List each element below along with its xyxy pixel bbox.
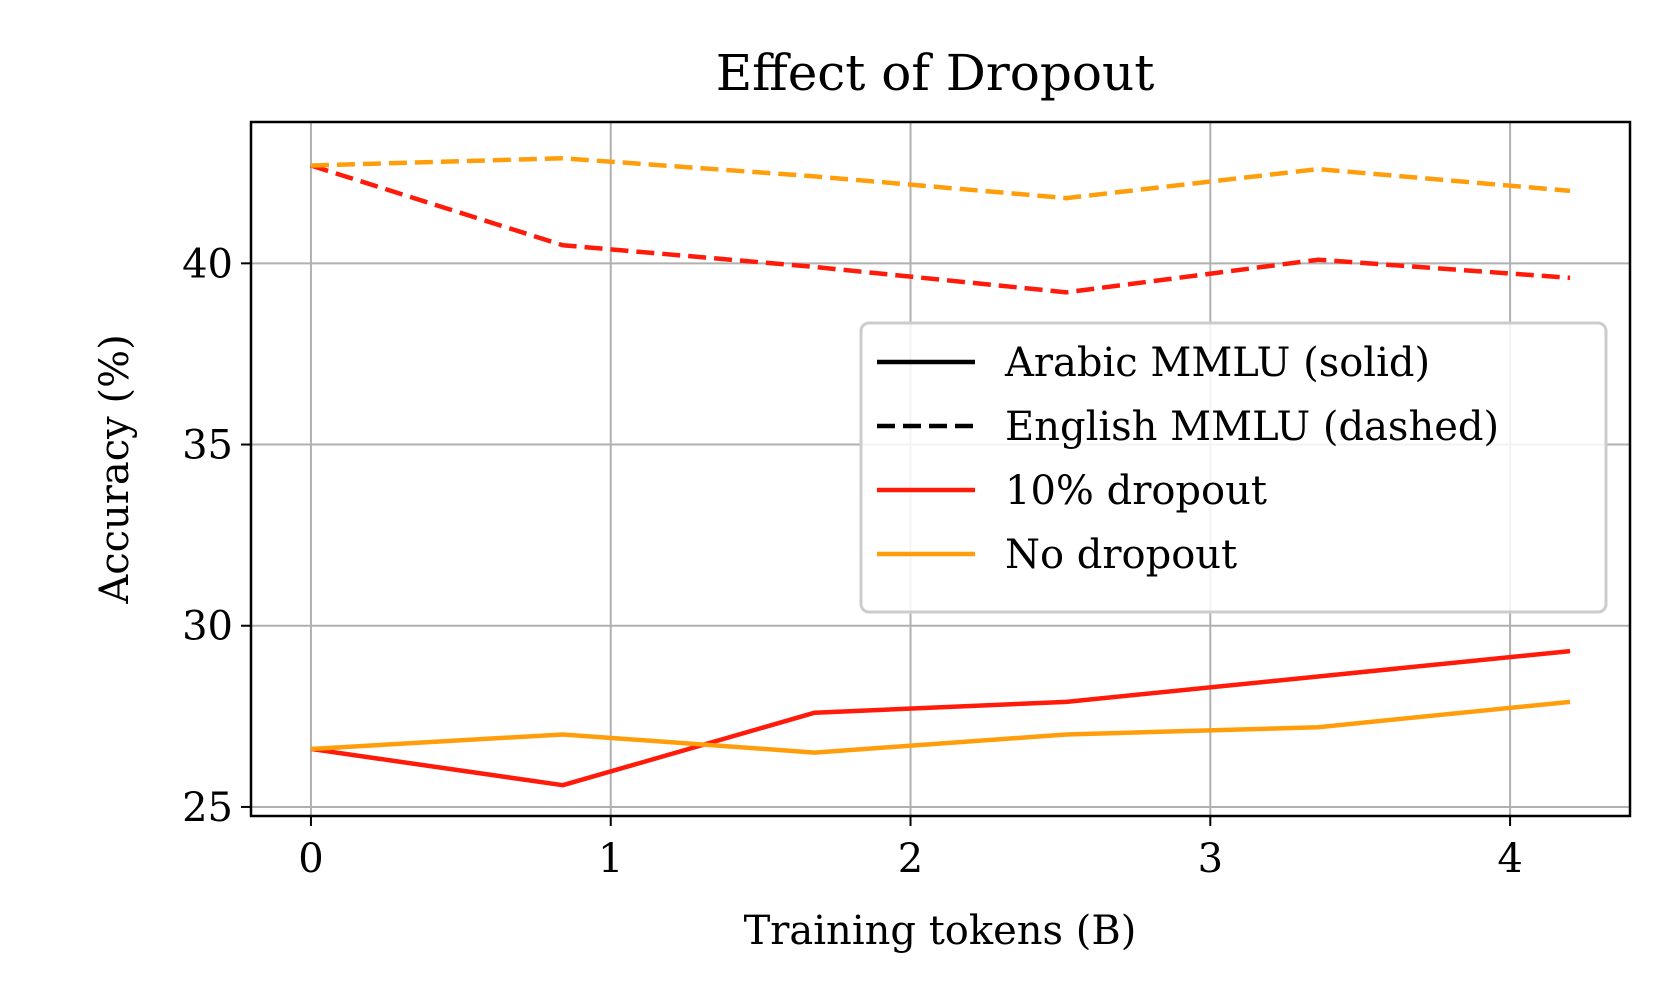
x-tick-label: 1: [598, 836, 623, 882]
legend-label: Arabic MMLU (solid): [1004, 340, 1430, 386]
legend-label: No dropout: [1005, 532, 1237, 578]
x-tick-label: 4: [1497, 836, 1522, 882]
x-tick-label: 3: [1198, 836, 1223, 882]
x-tick-label: 0: [298, 836, 323, 882]
y-tick-label: 35: [182, 423, 233, 469]
dropout-10-english-line: [311, 165, 1570, 292]
dropout-10-arabic-line: [311, 651, 1570, 785]
no-dropout-english-line: [311, 158, 1570, 198]
y-tick-label: 40: [182, 241, 233, 287]
legend: Arabic MMLU (solid) English MMLU (dashed)…: [861, 323, 1606, 612]
x-axis-label: Training tokens (B): [744, 908, 1137, 954]
chart-title: Effect of Dropout: [716, 44, 1155, 102]
y-tick-label: 25: [182, 785, 233, 831]
legend-label: English MMLU (dashed): [1005, 404, 1499, 450]
y-axis-label: Accuracy (%): [92, 334, 138, 604]
x-tick-label: 2: [898, 836, 923, 882]
y-tick-label: 30: [182, 604, 233, 650]
legend-label: 10% dropout: [1005, 468, 1267, 514]
